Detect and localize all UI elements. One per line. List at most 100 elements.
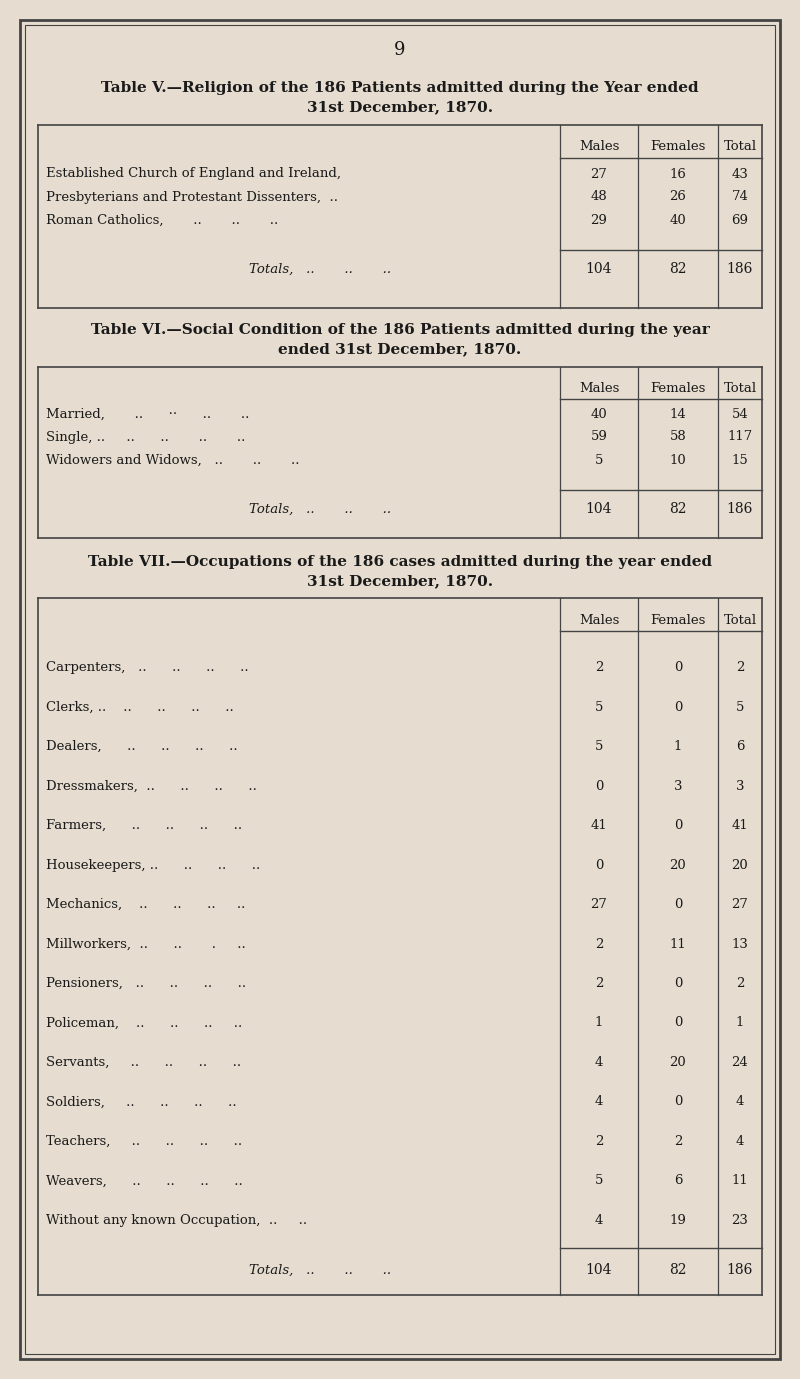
Text: 5: 5: [595, 1175, 603, 1187]
Text: Total: Total: [723, 382, 757, 394]
Text: 6: 6: [674, 1175, 682, 1187]
Text: Table VI.—Social Condition of the 186 Patients admitted during the year: Table VI.—Social Condition of the 186 Pa…: [90, 323, 710, 336]
Text: 43: 43: [731, 167, 749, 181]
Text: 186: 186: [727, 262, 753, 276]
Text: 3: 3: [674, 779, 682, 793]
Text: Dealers,      ..      ..      ..      ..: Dealers, .. .. .. ..: [46, 741, 238, 753]
Text: 10: 10: [670, 454, 686, 466]
Text: Carpenters,   ..      ..      ..      ..: Carpenters, .. .. .. ..: [46, 662, 249, 674]
Text: 1: 1: [595, 1016, 603, 1030]
Text: ended 31st December, 1870.: ended 31st December, 1870.: [278, 342, 522, 356]
Text: 0: 0: [674, 976, 682, 990]
Text: Males: Males: [579, 382, 619, 394]
Text: 14: 14: [670, 408, 686, 421]
Text: 104: 104: [586, 502, 612, 516]
Text: 58: 58: [670, 430, 686, 444]
Text: Married,       ..      ··      ..       ..: Married, .. ·· .. ..: [46, 408, 250, 421]
Text: Mechanics,    ..      ..      ..     ..: Mechanics, .. .. .. ..: [46, 898, 246, 912]
Text: 27: 27: [731, 898, 749, 912]
Text: Teachers,     ..      ..      ..      ..: Teachers, .. .. .. ..: [46, 1135, 242, 1147]
Text: 186: 186: [727, 502, 753, 516]
Text: 13: 13: [731, 938, 749, 950]
Text: Pensioners,   ..      ..      ..      ..: Pensioners, .. .. .. ..: [46, 976, 246, 990]
Text: Clerks, ..    ..      ..      ..      ..: Clerks, .. .. .. .. ..: [46, 701, 234, 714]
Text: 4: 4: [736, 1135, 744, 1147]
Text: Dressmakers,  ..      ..      ..      ..: Dressmakers, .. .. .. ..: [46, 779, 257, 793]
Text: 1: 1: [674, 741, 682, 753]
Text: 0: 0: [674, 1095, 682, 1109]
Text: Widowers and Widows,   ..       ..       ..: Widowers and Widows, .. .. ..: [46, 454, 299, 466]
Text: 4: 4: [595, 1214, 603, 1227]
Text: Roman Catholics,       ..       ..       ..: Roman Catholics, .. .. ..: [46, 214, 278, 226]
Text: 19: 19: [670, 1214, 686, 1227]
Text: 2: 2: [595, 976, 603, 990]
Text: 24: 24: [732, 1056, 748, 1069]
Text: 2: 2: [736, 662, 744, 674]
Text: 20: 20: [670, 1056, 686, 1069]
Text: 186: 186: [727, 1263, 753, 1277]
Text: Males: Males: [579, 141, 619, 153]
Text: 5: 5: [736, 701, 744, 714]
Text: 59: 59: [590, 430, 607, 444]
Text: Soldiers,     ..      ..      ..      ..: Soldiers, .. .. .. ..: [46, 1095, 237, 1109]
Text: 2: 2: [736, 976, 744, 990]
Text: 5: 5: [595, 701, 603, 714]
Text: Totals,   ..       ..       ..: Totals, .. .. ..: [249, 502, 391, 516]
Text: 40: 40: [590, 408, 607, 421]
Text: Servants,     ..      ..      ..      ..: Servants, .. .. .. ..: [46, 1056, 241, 1069]
Text: 4: 4: [595, 1056, 603, 1069]
Text: 2: 2: [595, 662, 603, 674]
Text: Totals,   ..       ..       ..: Totals, .. .. ..: [249, 1263, 391, 1277]
Text: 26: 26: [670, 190, 686, 204]
Text: 82: 82: [670, 1263, 686, 1277]
Text: 0: 0: [595, 779, 603, 793]
Text: 104: 104: [586, 1263, 612, 1277]
Text: Table V.—Religion of the 186 Patients admitted during the Year ended: Table V.—Religion of the 186 Patients ad…: [101, 81, 699, 95]
Text: 27: 27: [590, 167, 607, 181]
Text: Weavers,      ..      ..      ..      ..: Weavers, .. .. .. ..: [46, 1175, 242, 1187]
Text: Females: Females: [650, 141, 706, 153]
Text: 5: 5: [595, 454, 603, 466]
Text: Millworkers,  ..      ..       .     ..: Millworkers, .. .. . ..: [46, 938, 246, 950]
Text: 2: 2: [674, 1135, 682, 1147]
Text: Females: Females: [650, 382, 706, 394]
Text: 48: 48: [590, 190, 607, 204]
Text: 5: 5: [595, 741, 603, 753]
Text: 4: 4: [595, 1095, 603, 1109]
Text: 4: 4: [736, 1095, 744, 1109]
Text: 0: 0: [674, 701, 682, 714]
Text: 1: 1: [736, 1016, 744, 1030]
Text: 82: 82: [670, 502, 686, 516]
Text: 69: 69: [731, 214, 749, 226]
Text: Without any known Occupation,  ..     ..: Without any known Occupation, .. ..: [46, 1214, 307, 1227]
Text: Established Church of England and Ireland,: Established Church of England and Irelan…: [46, 167, 341, 181]
Text: Presbyterians and Protestant Dissenters,  ..: Presbyterians and Protestant Dissenters,…: [46, 190, 338, 204]
Text: 0: 0: [595, 859, 603, 872]
Text: 0: 0: [674, 898, 682, 912]
Text: Single, ..     ..      ..       ..       ..: Single, .. .. .. .. ..: [46, 430, 246, 444]
Text: Total: Total: [723, 141, 757, 153]
Text: 0: 0: [674, 819, 682, 832]
Text: 20: 20: [670, 859, 686, 872]
Text: 27: 27: [590, 898, 607, 912]
Text: 54: 54: [732, 408, 748, 421]
Text: 104: 104: [586, 262, 612, 276]
Text: 117: 117: [727, 430, 753, 444]
Text: 40: 40: [670, 214, 686, 226]
Text: Policeman,    ..      ..      ..     ..: Policeman, .. .. .. ..: [46, 1016, 242, 1030]
Text: 2: 2: [595, 1135, 603, 1147]
Text: 3: 3: [736, 779, 744, 793]
Text: 82: 82: [670, 262, 686, 276]
Text: 29: 29: [590, 214, 607, 226]
Text: 41: 41: [732, 819, 748, 832]
Text: Males: Males: [579, 614, 619, 626]
Text: Totals,   ..       ..       ..: Totals, .. .. ..: [249, 262, 391, 276]
Text: Total: Total: [723, 614, 757, 626]
Text: 41: 41: [590, 819, 607, 832]
Text: 9: 9: [394, 41, 406, 59]
Text: 11: 11: [670, 938, 686, 950]
Text: Table VII.—Occupations of the 186 cases admitted during the year ended: Table VII.—Occupations of the 186 cases …: [88, 554, 712, 570]
Text: 2: 2: [595, 938, 603, 950]
Text: Housekeepers, ..      ..      ..      ..: Housekeepers, .. .. .. ..: [46, 859, 260, 872]
Text: Farmers,      ..      ..      ..      ..: Farmers, .. .. .. ..: [46, 819, 242, 832]
